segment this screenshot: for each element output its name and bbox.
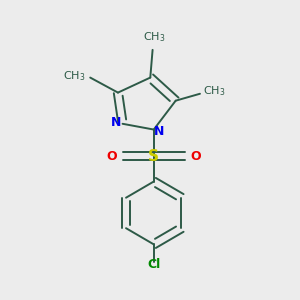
Text: S: S (148, 148, 159, 164)
Text: CH$_3$: CH$_3$ (203, 85, 226, 98)
Text: N: N (154, 125, 165, 138)
Text: O: O (190, 150, 201, 163)
Text: CH$_3$: CH$_3$ (63, 70, 86, 83)
Text: O: O (107, 150, 118, 163)
Text: CH$_3$: CH$_3$ (142, 30, 165, 44)
Text: Cl: Cl (147, 258, 160, 271)
Text: N: N (110, 116, 121, 129)
